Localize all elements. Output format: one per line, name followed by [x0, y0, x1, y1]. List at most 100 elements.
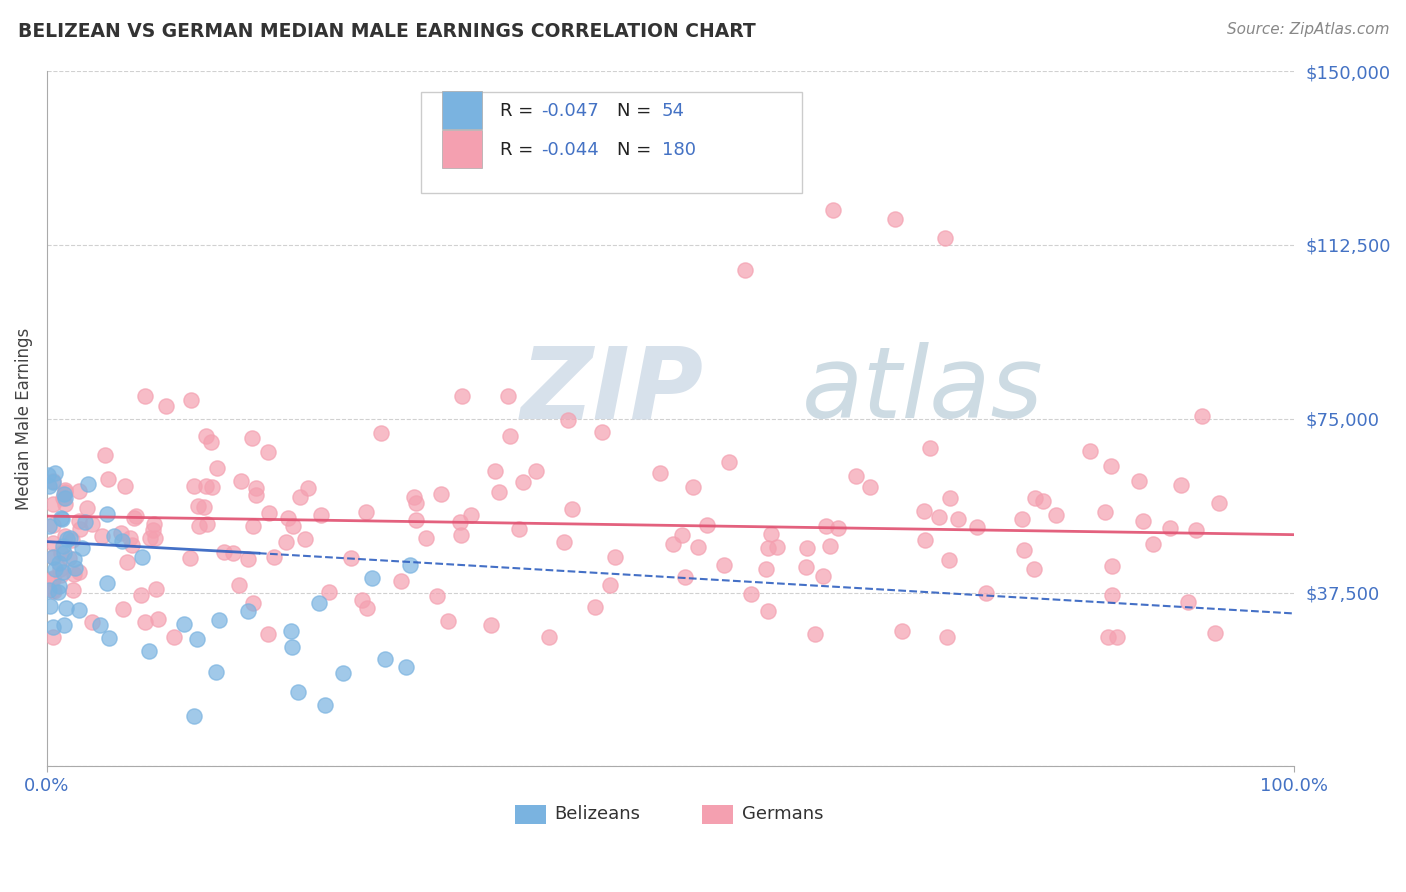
- Point: [1032, 493, 1054, 508]
- Point: [51, 511, 73, 525]
- Point: [821, 203, 844, 218]
- Point: [796, 541, 818, 555]
- Point: [1097, 630, 1119, 644]
- Point: [143, 531, 166, 545]
- Point: [114, 479, 136, 493]
- Text: Belizeans: Belizeans: [554, 805, 641, 823]
- Point: [936, 630, 959, 644]
- Point: [242, 596, 264, 610]
- Point: [155, 400, 177, 414]
- Point: [186, 632, 208, 646]
- Point: [287, 685, 309, 699]
- Point: [890, 624, 912, 639]
- Point: [200, 435, 222, 450]
- Point: [859, 480, 882, 494]
- Point: [460, 508, 482, 522]
- Text: ZIP: ZIP: [522, 343, 704, 440]
- Point: [370, 425, 392, 440]
- Point: [374, 652, 396, 666]
- Point: [671, 527, 693, 541]
- Text: R =: R =: [499, 102, 538, 120]
- Point: [55, 529, 77, 543]
- Point: [52, 546, 75, 560]
- Text: BELIZEAN VS GERMAN MEDIAN MALE EARNINGS CORRELATION CHART: BELIZEAN VS GERMAN MEDIAN MALE EARNINGS …: [18, 22, 756, 41]
- Point: [63, 551, 86, 566]
- Point: [38, 479, 60, 493]
- Point: [437, 614, 460, 628]
- Point: [1045, 508, 1067, 522]
- Point: [59, 531, 82, 545]
- Point: [204, 665, 226, 679]
- Point: [228, 578, 250, 592]
- FancyBboxPatch shape: [515, 805, 546, 824]
- Point: [242, 519, 264, 533]
- Point: [429, 487, 451, 501]
- Point: [118, 531, 141, 545]
- Point: [391, 574, 413, 589]
- Point: [138, 644, 160, 658]
- Point: [308, 596, 330, 610]
- Point: [498, 388, 520, 402]
- Point: [557, 413, 579, 427]
- Point: [553, 535, 575, 549]
- Point: [1105, 630, 1128, 644]
- Point: [41, 475, 63, 489]
- Point: [281, 519, 304, 533]
- Point: [415, 531, 437, 545]
- Point: [1191, 409, 1213, 423]
- Point: [1011, 512, 1033, 526]
- Point: [758, 541, 780, 555]
- Point: [340, 551, 363, 566]
- Point: [1128, 474, 1150, 488]
- FancyBboxPatch shape: [702, 805, 733, 824]
- Point: [143, 517, 166, 532]
- Text: -0.044: -0.044: [541, 141, 599, 159]
- Point: [205, 461, 228, 475]
- Point: [794, 560, 817, 574]
- Point: [352, 593, 374, 607]
- Point: [404, 490, 426, 504]
- Point: [257, 445, 280, 459]
- Point: [603, 549, 626, 564]
- Point: [938, 491, 960, 505]
- Point: [173, 617, 195, 632]
- Point: [713, 558, 735, 572]
- Point: [804, 627, 827, 641]
- Point: [484, 464, 506, 478]
- Point: [820, 539, 842, 553]
- Point: [42, 549, 65, 564]
- Point: [912, 504, 935, 518]
- Point: [65, 560, 87, 574]
- Point: [934, 231, 956, 245]
- Point: [240, 431, 263, 445]
- Point: [60, 533, 83, 547]
- Point: [42, 536, 65, 550]
- Point: [512, 475, 534, 490]
- Point: [55, 532, 77, 546]
- Point: [583, 600, 606, 615]
- Point: [42, 583, 65, 598]
- Point: [183, 479, 205, 493]
- Point: [288, 490, 311, 504]
- Point: [1142, 537, 1164, 551]
- Point: [70, 541, 93, 555]
- Point: [67, 566, 90, 580]
- Point: [884, 212, 907, 227]
- Point: [48, 562, 70, 576]
- Point: [598, 578, 620, 592]
- Point: [67, 514, 90, 528]
- Point: [524, 464, 547, 478]
- Point: [53, 485, 76, 500]
- Point: [52, 491, 75, 505]
- Text: Source: ZipAtlas.com: Source: ZipAtlas.com: [1226, 22, 1389, 37]
- Point: [148, 612, 170, 626]
- Point: [180, 392, 202, 407]
- Point: [42, 620, 65, 634]
- Point: [49, 568, 72, 582]
- Point: [499, 429, 522, 443]
- Point: [314, 698, 336, 712]
- Point: [39, 599, 62, 613]
- Point: [42, 474, 65, 488]
- Point: [37, 468, 59, 483]
- Point: [229, 474, 252, 488]
